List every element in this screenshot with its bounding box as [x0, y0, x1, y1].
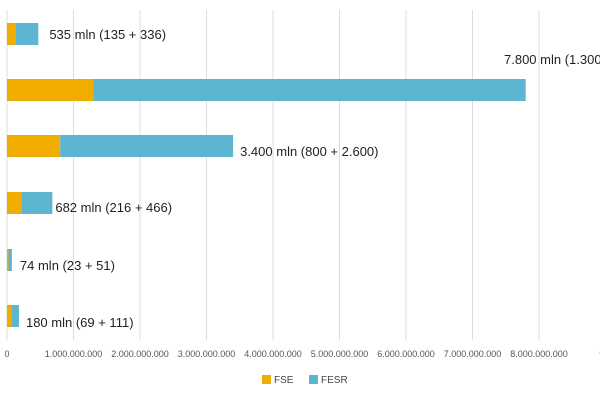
x-axis-ticks: 0 1.000.000.000 2.000.000.000 3.000.000.000…: [4, 349, 600, 359]
x-tick-label: 3.000.000.000: [178, 349, 236, 359]
x-tick-label: 4.000.000.000: [244, 349, 302, 359]
data-label: 74 mln (23 + 51): [20, 258, 115, 273]
grid-lines: [6, 10, 540, 340]
x-tick-label: 5.000.000.000: [311, 349, 369, 359]
x-tick-label: 2.000.000.000: [111, 349, 169, 359]
x-tick-label: 1.000.000.000: [45, 349, 103, 359]
data-label: 7.800 mln (1.300: [504, 52, 600, 67]
bar-segment-fse: [7, 192, 22, 214]
bar-segment-fesr: [11, 305, 19, 327]
data-label: 3.400 mln (800 + 2.600): [240, 144, 378, 159]
bars: [7, 23, 526, 327]
bar-segment-fse: [7, 23, 16, 45]
x-tick-label: 6.000.000.000: [377, 349, 435, 359]
bar-segment-fesr: [93, 79, 526, 101]
bar-segment-fesr: [60, 135, 234, 157]
x-tick-label: 8.000.000.000: [510, 349, 568, 359]
data-label: 682 mln (216 + 466): [55, 200, 172, 215]
bar-segment-fse: [7, 249, 9, 271]
legend-swatch-fse: [262, 375, 271, 384]
bar-segment-fesr: [8, 249, 12, 271]
legend-swatch-fesr: [309, 375, 318, 384]
bar-segment-fse: [7, 135, 61, 157]
data-label: 535 mln (135 + 336): [49, 27, 166, 42]
data-label: 180 mln (69 + 111): [26, 315, 134, 330]
bar-segment-fesr: [15, 23, 39, 45]
data-labels: 535 mln (135 + 336) 7.800 mln (1.300 3.400…: [20, 27, 600, 330]
legend-label-fse: FSE: [274, 375, 294, 386]
x-tick-label: 7.000.000.000: [444, 349, 502, 359]
bar-segment-fse: [7, 305, 12, 327]
bar-segment-fesr: [21, 192, 53, 214]
bar-segment-fse: [7, 79, 94, 101]
legend: FSE FESR: [262, 375, 348, 386]
legend-label-fesr: FESR: [321, 375, 348, 386]
x-tick-label: 0: [4, 349, 9, 359]
